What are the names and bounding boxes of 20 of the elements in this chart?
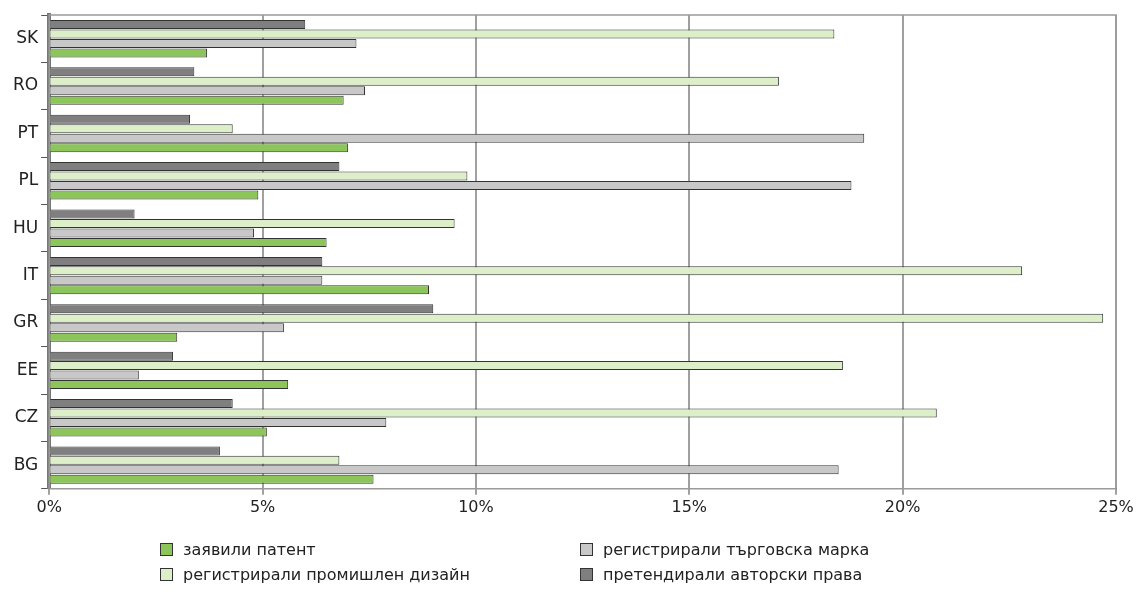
y-tick-label: SK [16, 27, 40, 48]
x-tick-label: 15% [671, 496, 708, 516]
y-tick-label: BG [13, 453, 39, 474]
legend-label: регистрирали промишлен дизайн [183, 565, 470, 584]
legend-label: претендирали авторски права [603, 565, 863, 584]
y-tick-label: CZ [14, 406, 39, 427]
y-tick-label: IT [22, 264, 39, 285]
y-tick-label: PT [17, 121, 39, 142]
y-tick-label: RO [13, 74, 39, 95]
y-tick-label: EE [16, 358, 39, 379]
y-tick-label: GR [13, 311, 39, 332]
legend-label: заявили патент [183, 540, 316, 559]
x-tick-label: 0% [36, 496, 62, 516]
x-tick-label: 20% [884, 496, 921, 516]
y-tick-label: PL [18, 169, 39, 190]
x-tick-label: 25% [1098, 496, 1134, 516]
x-tick-label: 10% [458, 496, 494, 516]
legend-label: регистрирали търговска марка [603, 540, 870, 559]
x-tick-label: 5% [249, 496, 276, 516]
y-tick-label: HU [12, 216, 39, 237]
